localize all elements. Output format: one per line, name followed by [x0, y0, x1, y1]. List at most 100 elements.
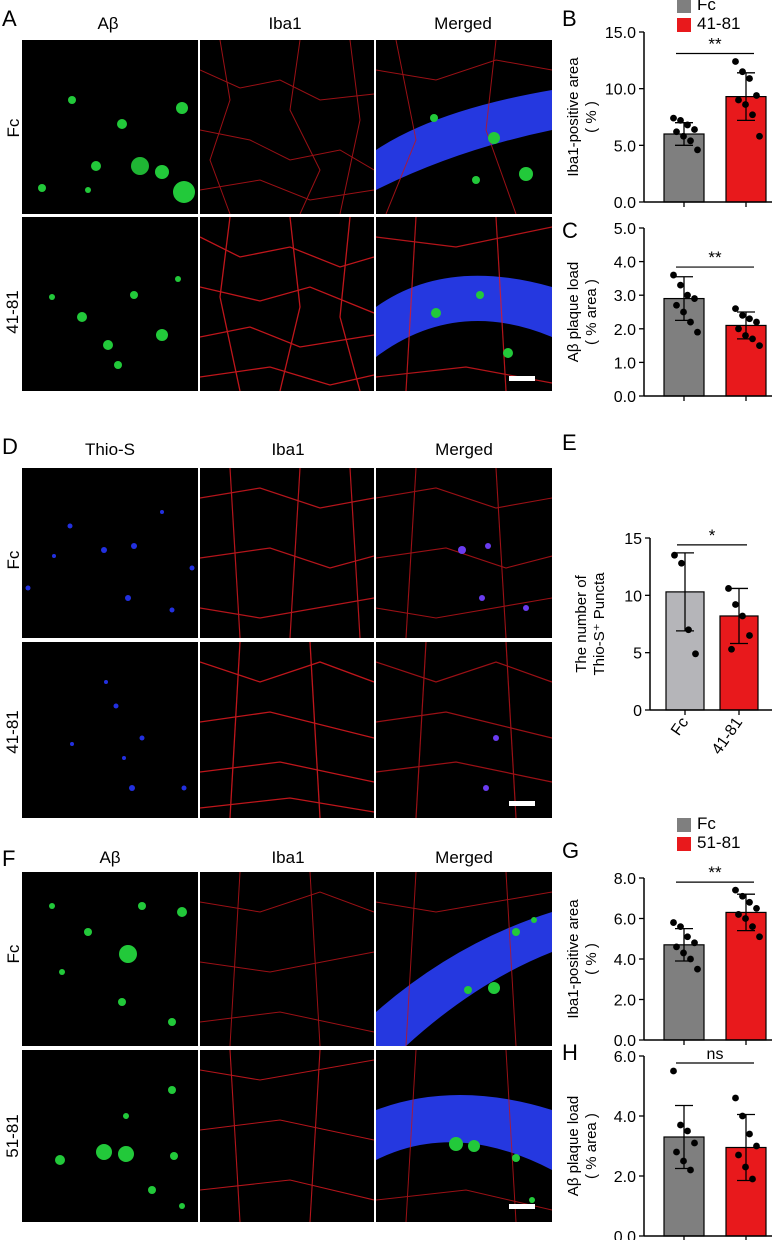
y-tick-label: 15	[624, 531, 642, 548]
y-axis-title: Aβ plaque load	[565, 1096, 582, 1196]
data-point	[673, 943, 680, 951]
panel-letter: B	[562, 6, 577, 31]
data-point	[732, 886, 739, 894]
row-label-fc: Fc	[4, 118, 23, 138]
y-axis-title: Iba1-positive area	[565, 57, 582, 177]
x-tick-label: Fc	[668, 715, 692, 739]
data-point	[691, 939, 698, 947]
data-point	[687, 137, 694, 145]
data-point	[732, 58, 739, 65]
y-tick-label: 5	[633, 646, 642, 663]
y-axis-title-line2: ( % area )	[583, 279, 600, 345]
data-point	[742, 915, 749, 922]
chart-c-abeta-load: C Aβ plaque load( % area ) 0.0 1.0 2.0 3.0 4.0…	[562, 218, 772, 402]
y-tick-label: 5.0	[614, 138, 636, 155]
row-label-41-81: 41-81	[3, 710, 22, 754]
data-point	[680, 949, 687, 957]
panel-letter: G	[562, 838, 579, 863]
data-point	[694, 328, 701, 336]
chart-b-iba1-area: B Iba1-positive area( % ) 0.0 5.0 10.0 15.0 **	[562, 6, 772, 212]
panel-letter: H	[562, 1040, 578, 1065]
legend-swatch-fc	[677, 818, 691, 832]
micrograph-iba1-f-fc	[200, 872, 374, 1046]
y-tick-label: 4.0	[614, 1109, 636, 1126]
data-point	[739, 311, 746, 319]
micrograph-iba1-51-81	[200, 1050, 374, 1222]
data-point	[739, 1112, 746, 1120]
data-point	[732, 601, 739, 608]
data-point	[691, 1139, 698, 1147]
micrograph-abeta-fc	[22, 40, 198, 214]
column-heading-merged: Merged	[434, 14, 492, 33]
y-tick-label: 0.0	[614, 389, 636, 402]
data-point	[687, 318, 694, 326]
significance-label: **	[708, 34, 722, 53]
data-point	[742, 101, 749, 108]
data-point	[725, 585, 732, 592]
data-point	[677, 117, 684, 124]
y-axis-title: The number of	[573, 574, 590, 672]
column-heading-merged: Merged	[435, 440, 493, 459]
chart-g-iba1-area: G Iba1-positive area( % ) 0.0 2.0 4.0 6.0 8.0 *…	[562, 838, 772, 1046]
legend-label-51-81: 51-81	[697, 833, 741, 852]
data-point	[732, 305, 739, 313]
micrograph-iba1-d-fc	[200, 468, 374, 638]
column-heading-abeta: Aβ	[97, 14, 119, 33]
panel-letter-d: D	[2, 434, 18, 459]
y-tick-label: 0	[633, 703, 642, 720]
y-tick-label: 8.0	[614, 871, 636, 888]
y-tick-label: 0.0	[614, 195, 636, 212]
column-heading-thio-s: Thio-S	[84, 440, 136, 459]
data-point	[685, 626, 692, 634]
data-point	[756, 132, 763, 140]
data-point	[684, 1127, 691, 1135]
data-point	[749, 1175, 756, 1183]
data-point	[746, 1130, 753, 1138]
column-heading-iba1: Iba1	[271, 440, 305, 459]
y-axis-title-line2: ( % )	[583, 101, 600, 133]
data-point	[677, 923, 684, 930]
data-point	[670, 1067, 677, 1075]
micrograph-iba1-d-41-81	[200, 642, 374, 818]
y-axis-title: Iba1-positive area	[565, 899, 582, 1019]
data-point	[753, 318, 760, 326]
data-point	[694, 146, 701, 154]
legend-label-fc: Fc	[697, 0, 716, 14]
y-tick-label: 0.0	[614, 1033, 636, 1046]
micrograph-merged-d-41-81	[376, 642, 552, 818]
data-point	[749, 335, 756, 343]
y-axis-title-line2: Thio-S⁺ Puncta	[591, 572, 608, 676]
row-label-51-81: 51-81	[3, 1114, 22, 1158]
data-point	[687, 955, 694, 963]
scale-bar	[509, 1204, 535, 1209]
significance-label: **	[708, 248, 722, 267]
column-heading-iba1: Iba1	[271, 848, 305, 867]
micrograph-merged-d-fc	[376, 468, 552, 638]
data-point	[684, 291, 691, 299]
micrograph-merged-51-81	[376, 1050, 552, 1222]
micrograph-iba1-41-81	[200, 217, 374, 391]
y-tick-label: 2.0	[614, 322, 636, 339]
data-point	[680, 1157, 687, 1165]
significance-label: ns	[707, 1046, 724, 1063]
data-point	[753, 904, 760, 912]
y-tick-label: 5.0	[614, 221, 636, 238]
data-point	[670, 271, 677, 279]
row-label-fc: Fc	[4, 944, 23, 964]
column-heading-abeta: Aβ	[99, 848, 121, 867]
micrograph-merged-41-81	[376, 217, 552, 391]
data-point	[732, 1094, 739, 1102]
y-axis-title-line2: ( % area )	[583, 1113, 600, 1179]
data-point	[735, 325, 742, 333]
legend-label-fc: Fc	[697, 814, 716, 833]
data-point	[678, 559, 685, 567]
data-point	[694, 965, 701, 973]
row-label-fc: Fc	[4, 550, 23, 570]
y-tick-label: 4.0	[614, 952, 636, 969]
data-point	[742, 332, 749, 339]
data-point	[756, 342, 763, 349]
y-axis-title: Aβ plaque load	[565, 262, 582, 362]
y-tick-label: 10.0	[605, 82, 636, 99]
legend-swatch-fc	[677, 0, 691, 13]
data-point	[735, 911, 742, 918]
